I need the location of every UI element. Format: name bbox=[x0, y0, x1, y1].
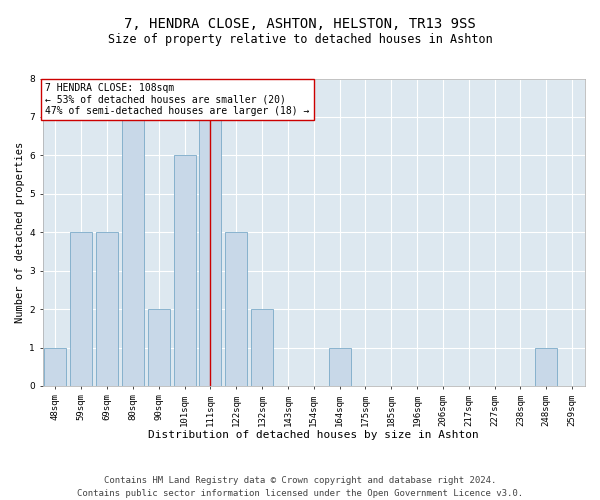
Bar bbox=[199, 117, 221, 386]
Bar bbox=[148, 309, 170, 386]
Bar bbox=[70, 232, 92, 386]
Bar bbox=[535, 348, 557, 386]
Bar bbox=[226, 232, 247, 386]
X-axis label: Distribution of detached houses by size in Ashton: Distribution of detached houses by size … bbox=[148, 430, 479, 440]
Bar bbox=[44, 348, 67, 386]
Bar bbox=[122, 117, 144, 386]
Y-axis label: Number of detached properties: Number of detached properties bbox=[15, 142, 25, 323]
Bar bbox=[251, 309, 273, 386]
Text: Size of property relative to detached houses in Ashton: Size of property relative to detached ho… bbox=[107, 32, 493, 46]
Bar bbox=[173, 156, 196, 386]
Text: Contains HM Land Registry data © Crown copyright and database right 2024.
Contai: Contains HM Land Registry data © Crown c… bbox=[77, 476, 523, 498]
Text: 7 HENDRA CLOSE: 108sqm
← 53% of detached houses are smaller (20)
47% of semi-det: 7 HENDRA CLOSE: 108sqm ← 53% of detached… bbox=[45, 83, 310, 116]
Bar bbox=[96, 232, 118, 386]
Text: 7, HENDRA CLOSE, ASHTON, HELSTON, TR13 9SS: 7, HENDRA CLOSE, ASHTON, HELSTON, TR13 9… bbox=[124, 18, 476, 32]
Bar bbox=[329, 348, 350, 386]
